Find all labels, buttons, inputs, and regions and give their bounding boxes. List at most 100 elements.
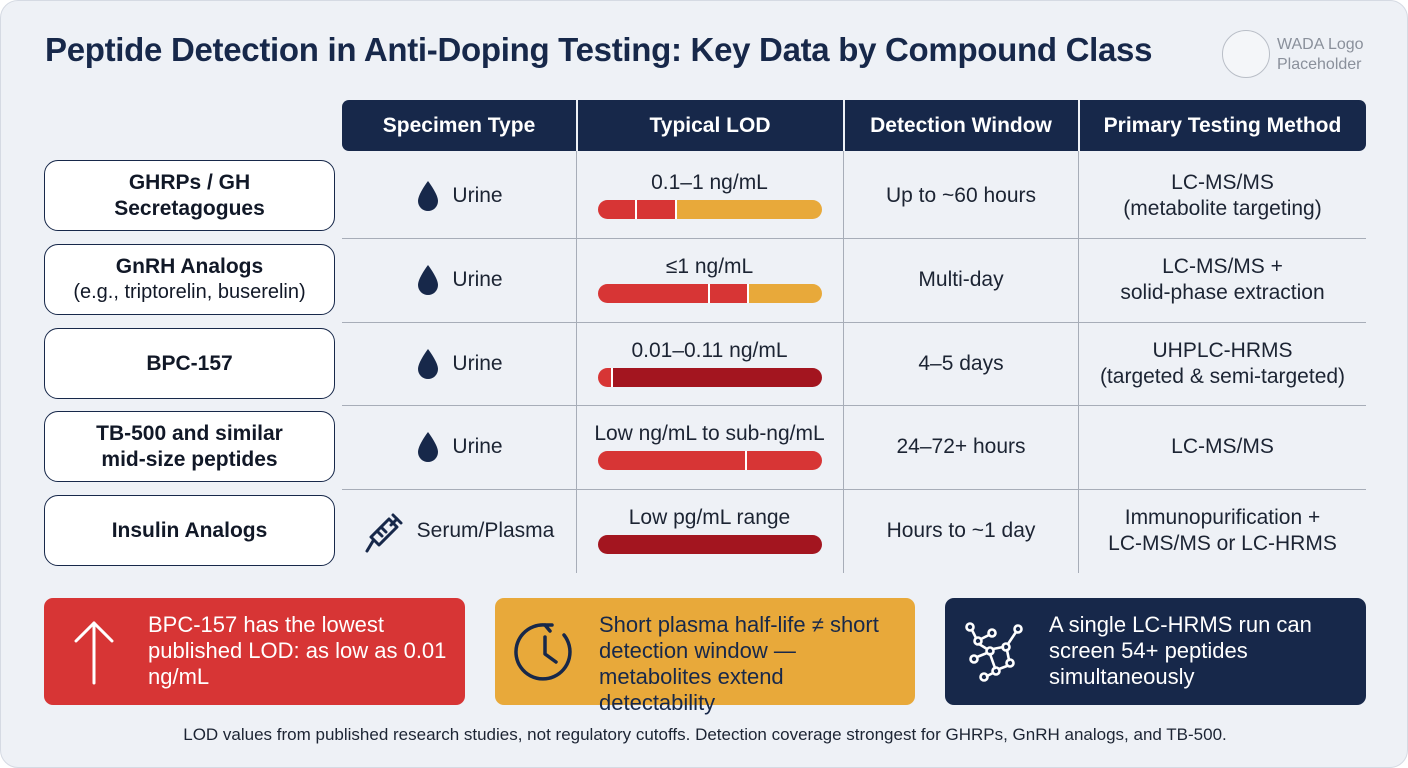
syringe-icon	[365, 509, 405, 553]
testing-method-line: solid-phase extraction	[1120, 280, 1325, 304]
row-divider	[342, 489, 1366, 490]
detection-window-cell: Hours to ~1 day	[844, 489, 1078, 572]
lod-bar-segment	[744, 451, 822, 470]
testing-method-cell: Immunopurification + LC-MS/MS or LC-HRMS	[1079, 489, 1366, 572]
lod-bar	[598, 200, 822, 219]
lod-value: 0.1–1 ng/mL	[651, 171, 768, 194]
callout-text: A single LC-HRMS run can screen 54+ pept…	[1049, 612, 1312, 689]
specimen-cell: Urine	[343, 154, 576, 237]
logo-placeholder-circle	[1222, 30, 1270, 78]
specimen-cell: Serum/Plasma	[343, 489, 576, 572]
lod-bar-segment	[598, 368, 612, 387]
compound-class-label: TB-500 and similar mid-size peptides	[44, 411, 335, 482]
lod-bar	[598, 368, 822, 387]
callout-text: BPC-157 has the lowest published LOD: as…	[148, 612, 447, 689]
detection-window: 24–72+ hours	[896, 434, 1026, 458]
specimen-type: Urine	[452, 267, 503, 291]
testing-method-cell: LC-MS/MS (metabolite targeting)	[1079, 154, 1366, 237]
arrow-up-icon	[44, 598, 144, 705]
compound-class-label: GHRPs / GH Secretagogues	[44, 160, 335, 231]
testing-method-line: (targeted & semi-targeted)	[1099, 364, 1346, 388]
lod-value: ≤1 ng/mL	[665, 255, 754, 278]
column-header-lod: Typical LOD	[649, 113, 771, 137]
detection-window-cell: Up to ~60 hours	[844, 154, 1078, 237]
compound-class-name: GHRPs / GH Secretagogues	[114, 170, 265, 220]
column-header-method: Primary Testing Method	[1103, 113, 1342, 137]
detection-window: 4–5 days	[918, 351, 1004, 375]
detection-window-cell: Multi-day	[844, 238, 1078, 321]
lod-value: Low pg/mL range	[628, 506, 791, 529]
specimen-cell: Urine	[343, 238, 576, 321]
testing-method-line: Immunopurification +	[1124, 505, 1321, 529]
compound-class-name: GnRH Analogs	[115, 255, 264, 278]
lod-bar	[598, 451, 822, 470]
lod-value: Low ng/mL to sub-ng/mL	[594, 422, 825, 445]
molecule-icon	[945, 598, 1045, 705]
testing-method-line: UHPLC-HRMS	[1152, 338, 1293, 362]
compound-class-label: Insulin Analogs	[44, 495, 335, 566]
compound-class-name: TB-500 and similar mid-size peptides	[96, 421, 283, 471]
header-divider	[576, 100, 578, 151]
logo-line-2: Placeholder	[1277, 56, 1362, 73]
compound-class-name: BPC-157	[146, 351, 233, 375]
specimen-cell: Urine	[343, 405, 576, 488]
header-divider	[843, 100, 845, 151]
droplet-icon	[416, 431, 440, 463]
specimen-type: Urine	[452, 434, 503, 458]
lod-bar-segment	[635, 200, 675, 219]
callout-box: BPC-157 has the lowest published LOD: as…	[44, 598, 465, 705]
specimen-type: Urine	[452, 183, 503, 207]
testing-method-line: LC-MS/MS or LC-HRMS	[1108, 531, 1337, 555]
lod-bar-segment	[598, 200, 636, 219]
detection-window: Hours to ~1 day	[886, 518, 1036, 542]
detection-window: Up to ~60 hours	[885, 183, 1036, 207]
compound-class-name: Insulin Analogs	[111, 518, 268, 542]
droplet-icon	[416, 348, 440, 380]
lod-value: 0.01–0.11 ng/mL	[631, 339, 788, 362]
testing-method-cell: LC-MS/MS	[1079, 405, 1366, 488]
column-divider	[576, 151, 577, 573]
testing-method-line: LC-MS/MS	[1171, 434, 1274, 458]
droplet-icon	[416, 264, 440, 296]
testing-method-line: LC-MS/MS	[1171, 170, 1274, 194]
detection-window-cell: 24–72+ hours	[844, 405, 1078, 488]
callout-box: A single LC-HRMS run can screen 54+ pept…	[945, 598, 1366, 705]
row-divider	[342, 322, 1366, 323]
compound-class-label: GnRH Analogs (e.g., triptorelin, busereli…	[44, 244, 335, 315]
row-divider	[342, 405, 1366, 406]
compound-class-examples: (e.g., triptorelin, buserelin)	[73, 281, 306, 303]
callout-text: Short plasma half-life ≠ short detection…	[599, 612, 879, 715]
logo-line-1: WADA Logo	[1277, 36, 1364, 53]
column-header-specimen: Specimen Type	[382, 113, 536, 137]
lod-bar-segment	[747, 284, 822, 303]
header-divider	[1078, 100, 1080, 151]
column-divider	[1078, 151, 1079, 573]
lod-bar-segment	[598, 451, 745, 470]
detection-window-cell: 4–5 days	[844, 322, 1078, 405]
clock-icon	[495, 598, 595, 705]
footnote: LOD values from published research studi…	[183, 725, 1227, 744]
page-title: Peptide Detection in Anti-Doping Testing…	[45, 31, 1153, 68]
testing-method-line: (metabolite targeting)	[1123, 196, 1322, 220]
testing-method-cell: UHPLC-HRMS (targeted & semi-targeted)	[1079, 322, 1366, 405]
detection-window: Multi-day	[918, 267, 1004, 291]
specimen-type: Serum/Plasma	[416, 518, 555, 542]
specimen-type: Urine	[452, 351, 503, 375]
column-header-window: Detection Window	[870, 113, 1052, 137]
lod-bar-segment	[598, 535, 822, 554]
logo-placeholder-text: WADA Logo Placeholder	[1277, 35, 1364, 75]
column-divider	[843, 151, 844, 573]
lod-bar-segment	[708, 284, 748, 303]
lod-bar	[598, 284, 822, 303]
testing-method-cell: LC-MS/MS + solid-phase extraction	[1079, 238, 1366, 321]
droplet-icon	[416, 180, 440, 212]
testing-method-line: LC-MS/MS +	[1162, 254, 1283, 278]
compound-class-label: BPC-157	[44, 328, 335, 399]
row-divider	[342, 238, 1366, 239]
callout-box: Short plasma half-life ≠ short detection…	[495, 598, 915, 715]
table-header	[342, 100, 1366, 151]
lod-bar-segment	[611, 368, 822, 387]
lod-bar-segment	[598, 284, 708, 303]
lod-bar	[598, 535, 822, 554]
